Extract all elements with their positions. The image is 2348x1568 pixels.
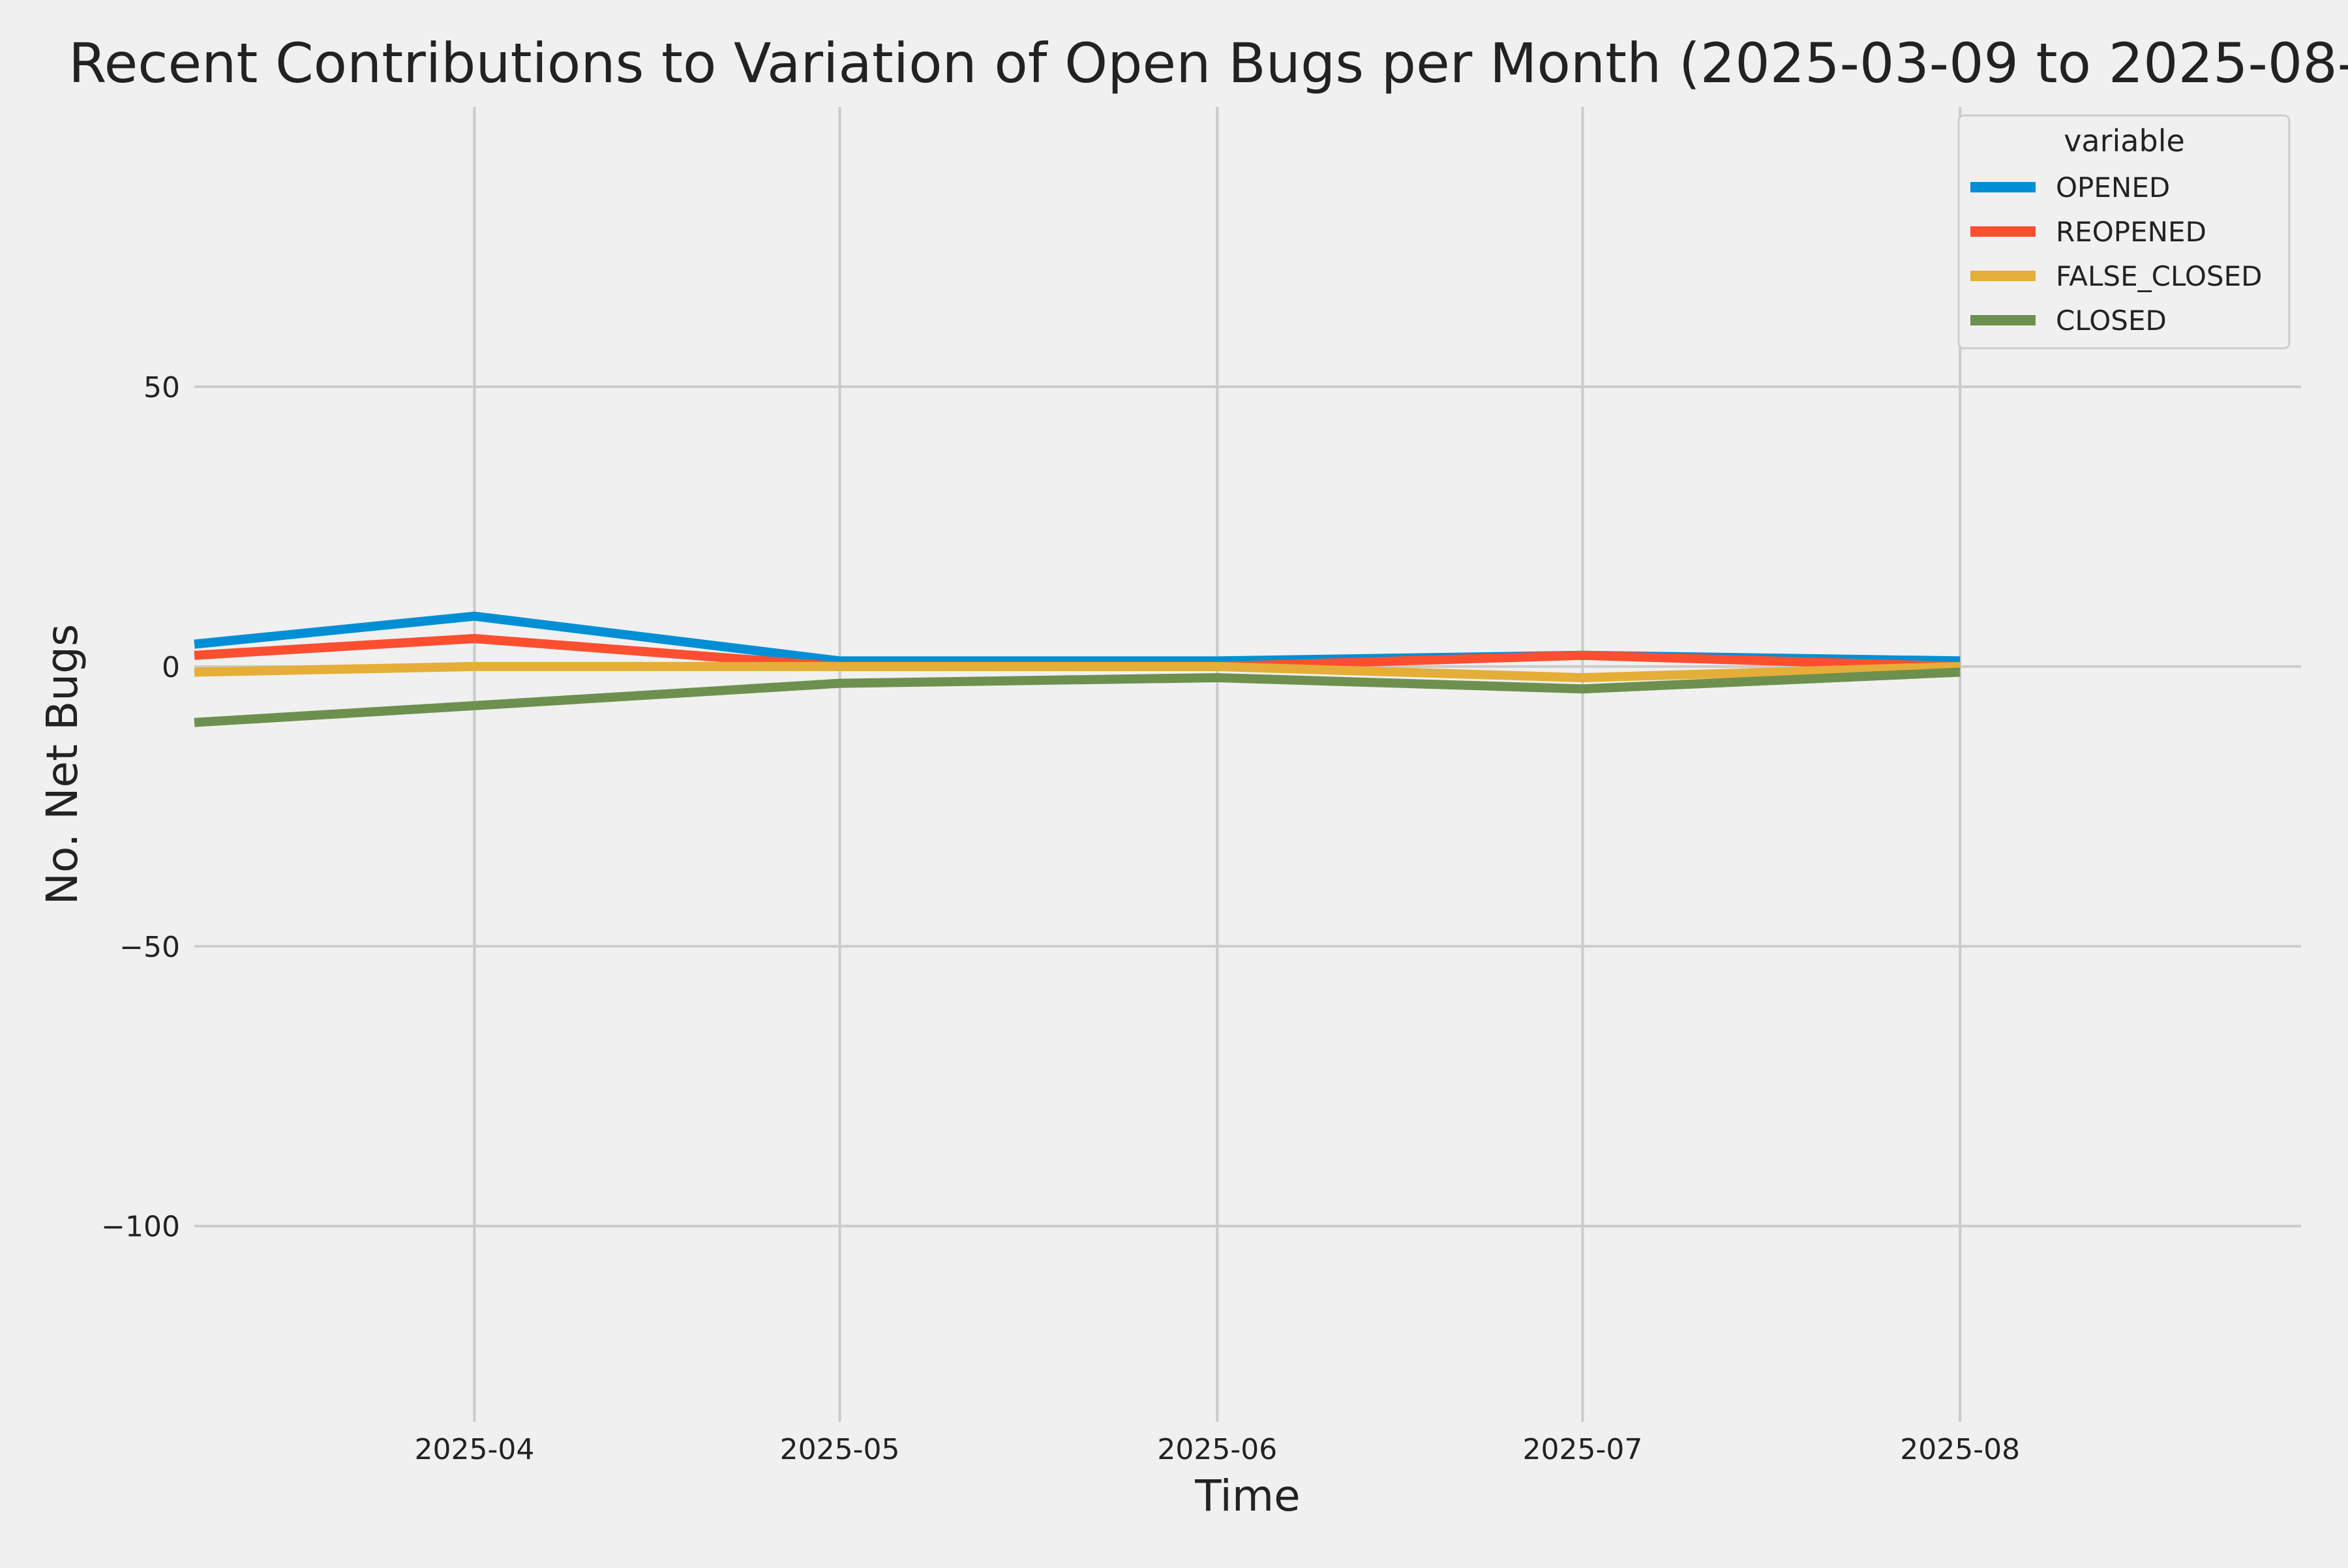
x-tick-label: 2025-07 xyxy=(1523,1433,1643,1466)
x-tick-label: 2025-05 xyxy=(780,1433,900,1466)
chart-title: Recent Contributions to Variation of Ope… xyxy=(68,31,2348,95)
y-axis-label: No. Net Bugs xyxy=(37,624,87,905)
x-axis-label: Time xyxy=(1194,1471,1301,1521)
x-tick-label: 2025-04 xyxy=(415,1433,535,1466)
x-tick-label: 2025-08 xyxy=(1900,1433,2020,1466)
series-line-closed xyxy=(194,667,1961,727)
y-tick-label: −50 xyxy=(119,931,180,964)
legend-items: OPENED REOPENED FALSE_CLOSED CLOSED xyxy=(1970,172,2262,337)
tick-labels: 2025-04 2025-05 2025-06 2025-07 2025-08 50 0 −5… xyxy=(101,371,2020,1466)
series-lines xyxy=(194,611,1961,727)
series-line-false-closed xyxy=(194,661,1961,682)
legend-title: variable xyxy=(2064,123,2185,158)
legend-label-opened: OPENED xyxy=(2056,172,2170,204)
x-tick-label: 2025-06 xyxy=(1157,1433,1277,1466)
y-tick-label: 0 xyxy=(162,651,180,684)
legend-box xyxy=(1957,114,2291,350)
legend: variable OPENED REOPENED FALSE_CLOSED CLOSE… xyxy=(1957,114,2291,350)
legend-label-closed: CLOSED xyxy=(2056,305,2167,337)
legend-label-false-closed: FALSE_CLOSED xyxy=(2056,260,2262,292)
legend-label-reopened: REOPENED xyxy=(2056,216,2206,248)
y-tick-label: 50 xyxy=(143,371,180,404)
y-tick-label: −100 xyxy=(101,1211,180,1244)
